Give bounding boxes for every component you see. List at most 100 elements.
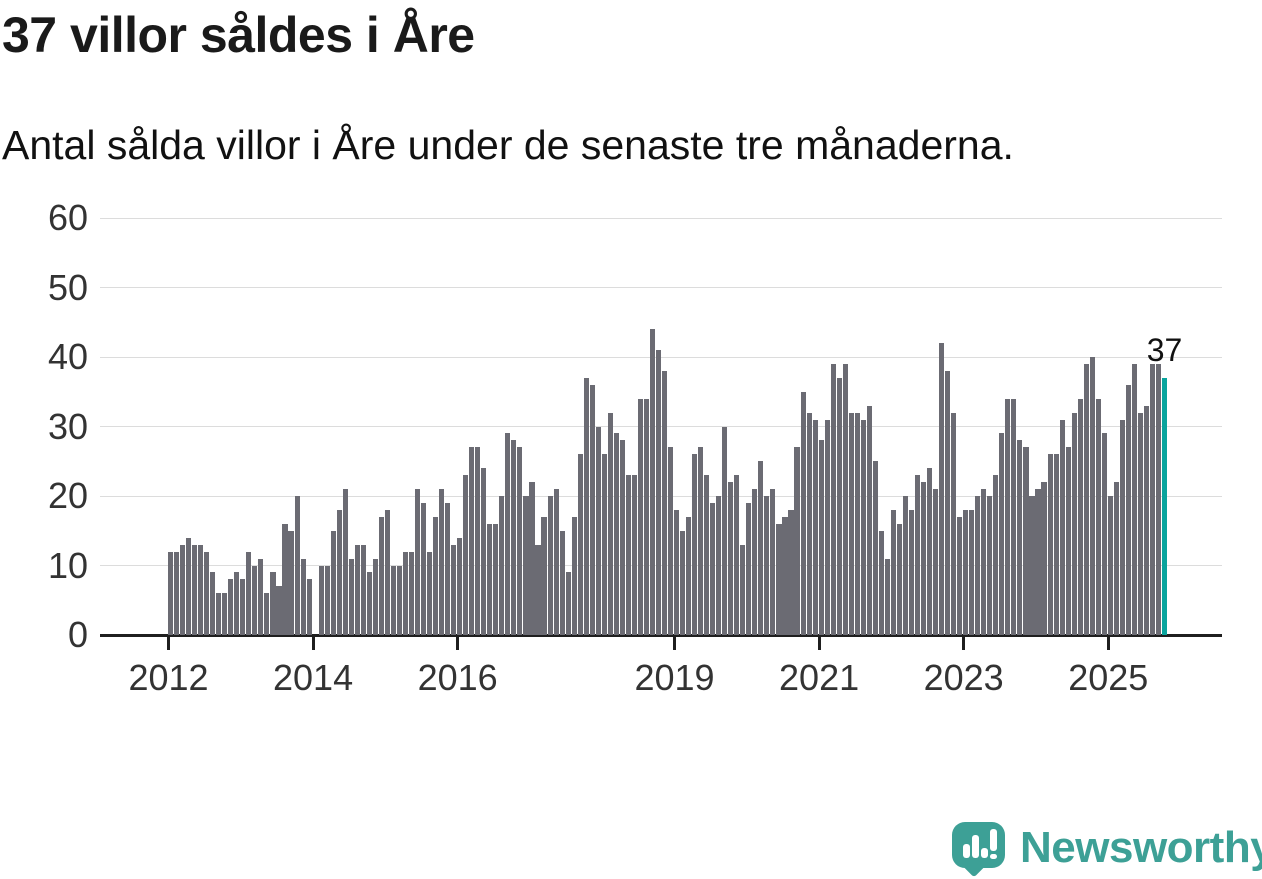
chart-bars-icon (981, 848, 988, 858)
bar (451, 544, 457, 635)
bar (306, 579, 312, 635)
bar (625, 475, 631, 635)
bar (469, 447, 475, 635)
bar (1101, 433, 1107, 635)
bar (258, 558, 264, 635)
bar (999, 433, 1005, 635)
bar (270, 572, 276, 635)
bar (475, 447, 481, 635)
bar (800, 391, 806, 635)
bar (890, 509, 896, 635)
bar (1107, 496, 1113, 635)
bar (824, 419, 830, 635)
bar (529, 482, 535, 635)
bar (535, 544, 541, 635)
bar (1065, 447, 1071, 635)
bar (746, 502, 752, 635)
bar (921, 482, 927, 635)
gridline (100, 217, 1222, 219)
bar (981, 489, 987, 635)
y-axis-label: 20 (47, 475, 88, 516)
page-title: 37 villor såldes i Åre (2, 7, 475, 63)
bar (878, 530, 884, 635)
bar (692, 454, 698, 635)
highlight-value-label: 37 (1146, 331, 1183, 368)
x-axis-tick (1106, 636, 1110, 650)
bar (216, 593, 222, 635)
bar (222, 593, 228, 635)
bar (288, 530, 294, 635)
bar (667, 447, 674, 635)
bar (1089, 357, 1095, 635)
bar (523, 496, 529, 635)
bar (198, 544, 204, 635)
bar (1053, 454, 1059, 635)
bar (541, 516, 547, 635)
bar (933, 489, 939, 635)
bar (770, 489, 776, 635)
bar (414, 489, 421, 635)
bar (655, 350, 662, 635)
bar (686, 516, 692, 635)
bar (710, 502, 716, 635)
bar (354, 544, 360, 635)
bar (649, 329, 655, 635)
brand-name: Newsworthy (1020, 823, 1262, 872)
bar (1029, 496, 1035, 635)
bar (1095, 398, 1101, 635)
bar (1113, 482, 1119, 635)
bar (252, 565, 258, 635)
bar (204, 551, 210, 635)
bar (698, 447, 704, 635)
bar (993, 475, 999, 635)
bar (342, 489, 348, 635)
bar (1023, 447, 1029, 635)
bar (782, 516, 788, 635)
bar (421, 502, 427, 635)
bar (1137, 412, 1143, 635)
bar (384, 509, 390, 635)
bar (366, 572, 372, 635)
bar (210, 572, 216, 635)
bar (752, 489, 758, 635)
bar (902, 496, 909, 635)
bar (758, 461, 764, 635)
bar (613, 433, 619, 635)
bar (1071, 412, 1077, 635)
bar (174, 551, 180, 635)
bar (487, 523, 493, 635)
x-axis-line (100, 633, 1222, 637)
bar (1083, 363, 1089, 635)
bar (1077, 398, 1083, 635)
bar (499, 496, 505, 635)
bar (228, 579, 234, 635)
bar (848, 412, 854, 635)
bar (186, 537, 192, 635)
bar (1041, 482, 1047, 635)
bar (1059, 419, 1065, 635)
bar (740, 544, 746, 635)
bar (264, 593, 270, 635)
bar (427, 551, 433, 635)
bar (553, 489, 559, 635)
bar (927, 468, 933, 635)
bar (854, 412, 860, 635)
bar (408, 551, 415, 635)
x-axis-label: 2019 (634, 657, 715, 698)
x-axis-label: 2016 (417, 657, 498, 698)
bar (1125, 384, 1131, 635)
bar (180, 544, 186, 635)
bar (987, 496, 993, 635)
x-axis-tick (673, 636, 677, 650)
bar (433, 516, 439, 635)
page-subtitle: Antal sålda villor i Åre under de senast… (2, 122, 1014, 168)
bar (776, 523, 782, 635)
bar (511, 440, 517, 635)
bar (246, 551, 252, 635)
y-axis-label: 0 (67, 614, 88, 655)
x-axis-label: 2023 (923, 657, 1004, 698)
bar (1149, 363, 1155, 635)
x-axis-label: 2014 (273, 657, 354, 698)
bar (402, 551, 409, 635)
x-axis-label: 2021 (779, 657, 860, 698)
